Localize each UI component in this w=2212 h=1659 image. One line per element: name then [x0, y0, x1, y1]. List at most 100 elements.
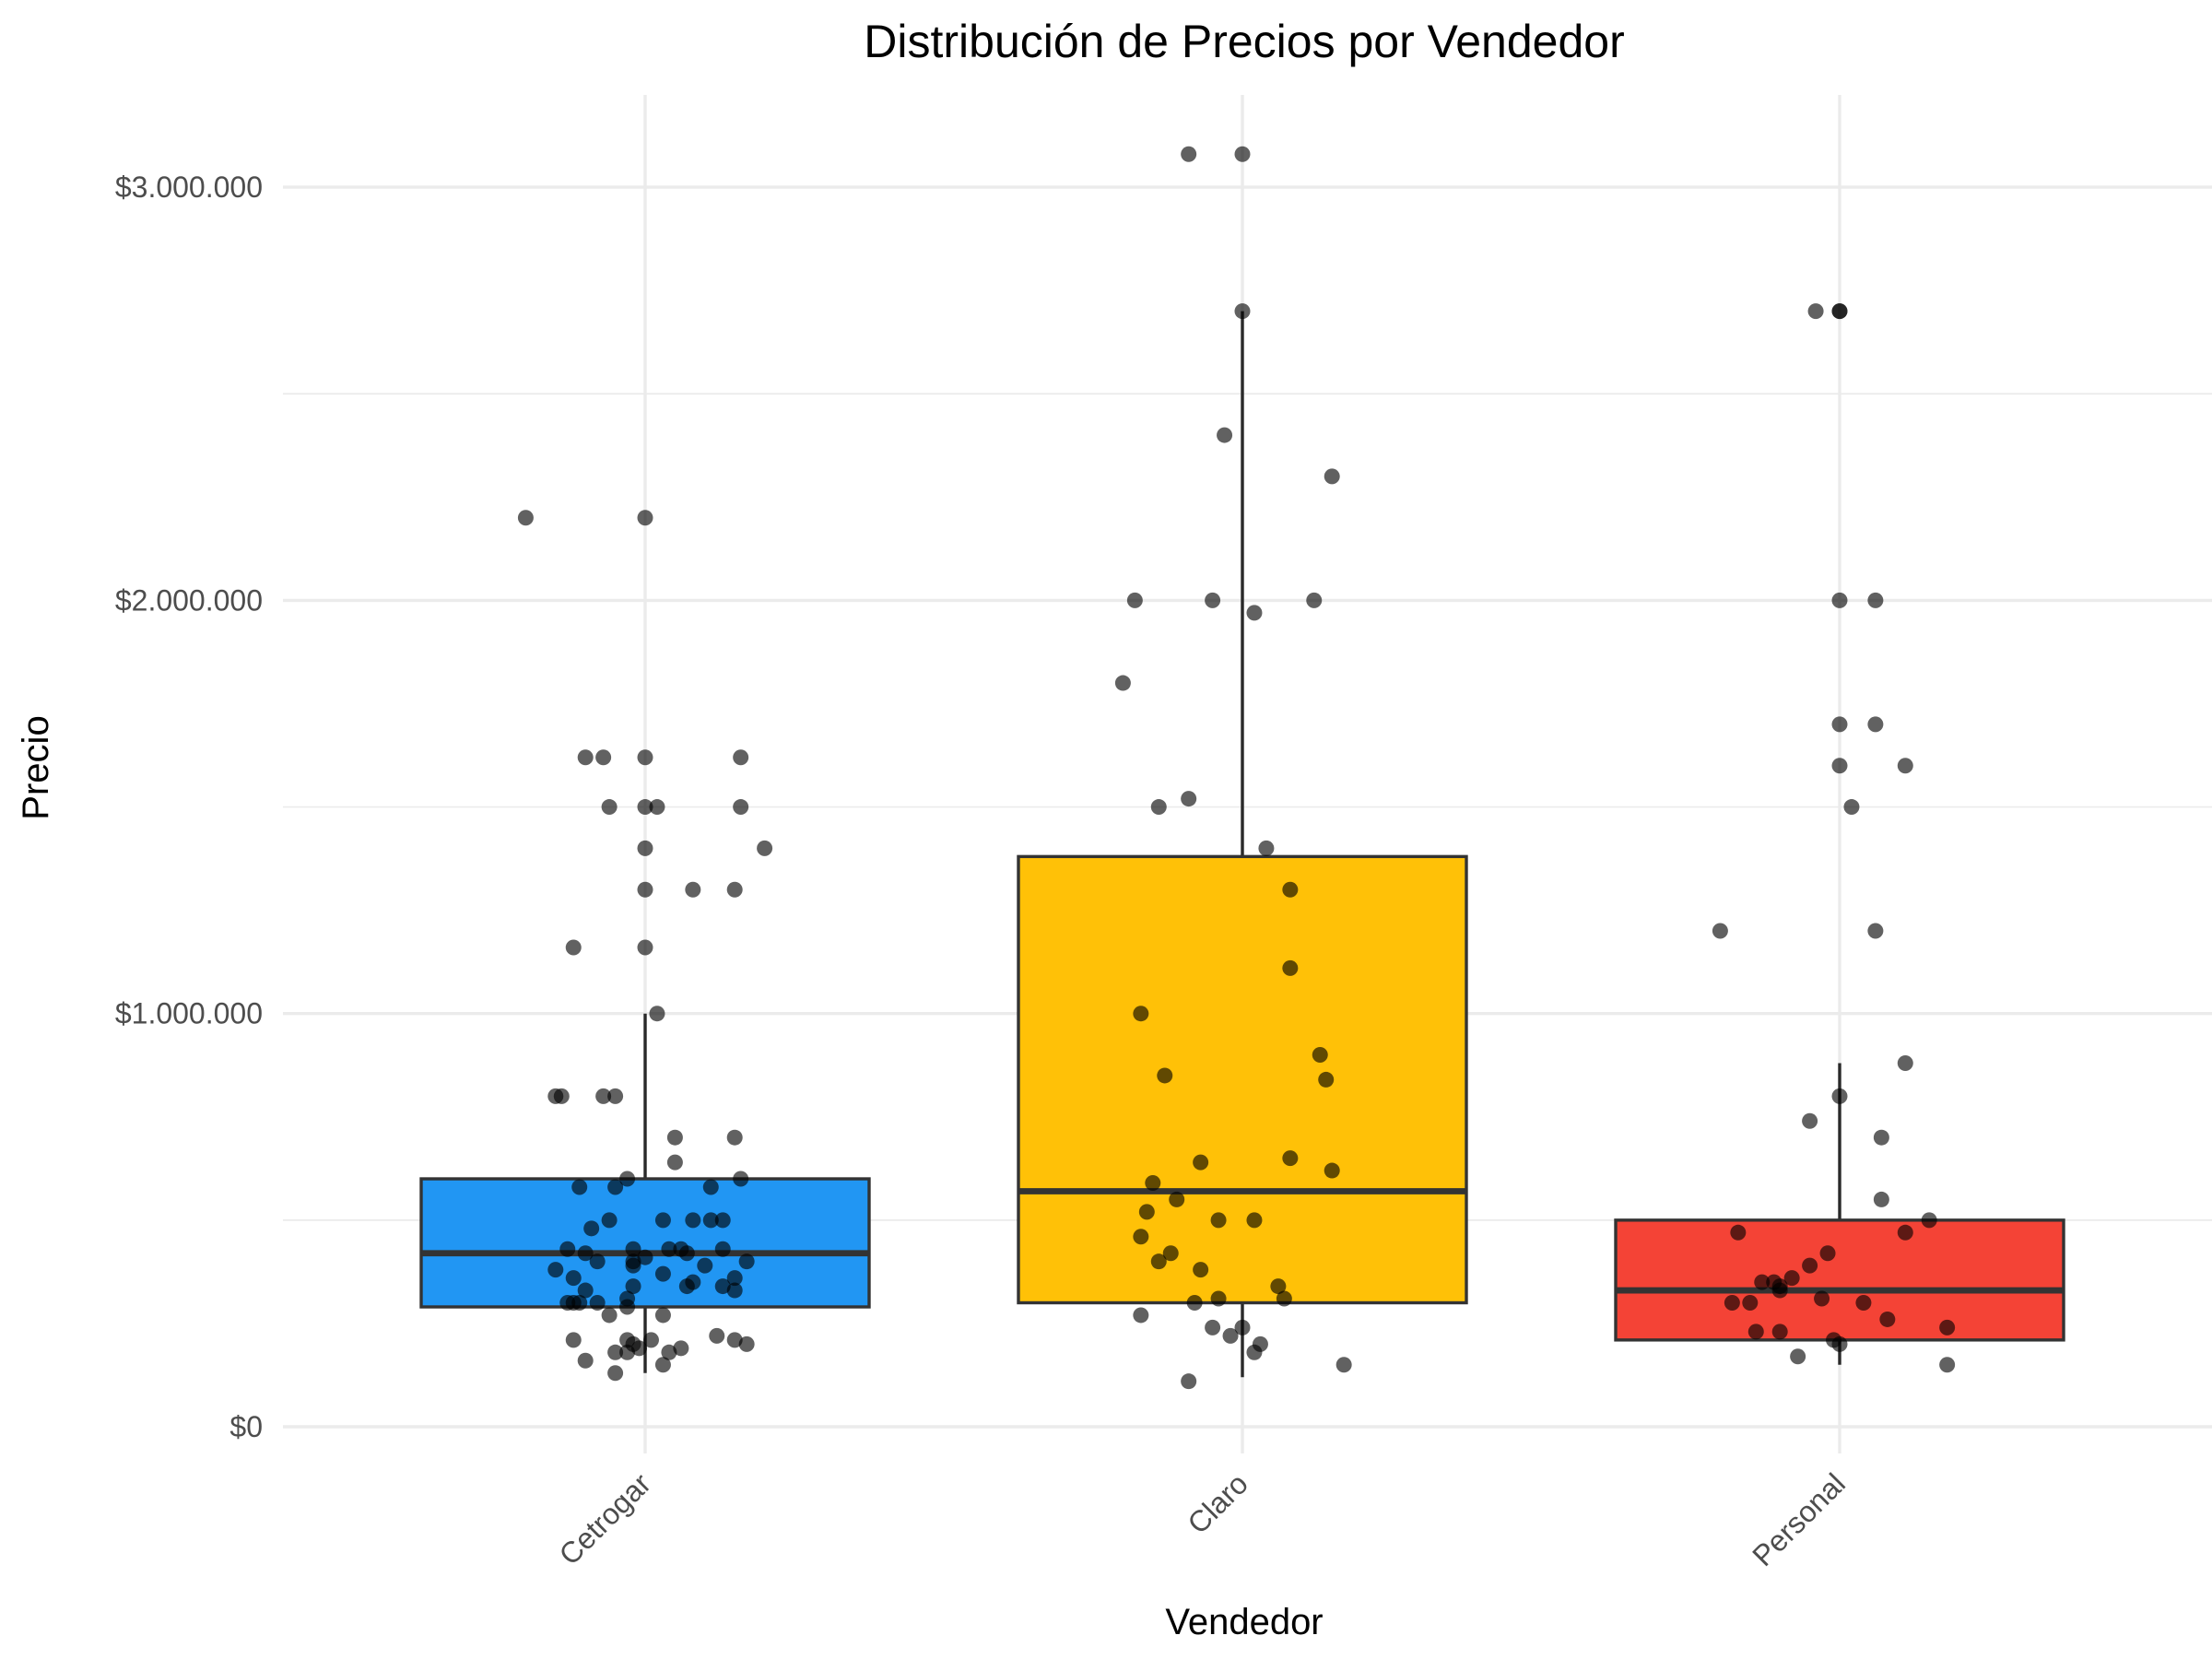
data-point — [1831, 303, 1848, 320]
data-point — [666, 1154, 683, 1171]
data-point — [1855, 1295, 1872, 1312]
points-layer — [517, 146, 1956, 1390]
data-point — [1324, 1162, 1340, 1179]
data-point — [738, 1335, 755, 1352]
data-point — [1921, 1212, 1937, 1229]
data-point — [649, 1006, 665, 1022]
data-point — [1150, 1253, 1167, 1270]
data-point — [601, 1212, 618, 1229]
data-point — [625, 1257, 641, 1274]
data-point — [637, 939, 653, 956]
y-tick-label: $3.000.000 — [115, 171, 263, 204]
data-point — [565, 1270, 582, 1287]
data-point — [601, 1307, 618, 1324]
x-tick-labels: Cetrogar Claro Personal — [552, 1466, 1851, 1572]
points-cetrogar — [517, 510, 773, 1382]
data-point — [1831, 1335, 1848, 1352]
box-body — [1614, 1218, 2065, 1342]
data-point — [1126, 592, 1143, 608]
data-point — [1939, 1357, 1956, 1373]
data-point — [1843, 799, 1860, 816]
data-point — [1193, 1262, 1209, 1278]
data-point — [685, 881, 701, 898]
x-axis-title: Vendedor — [1165, 1602, 1323, 1642]
data-point — [697, 1257, 713, 1274]
data-point — [1181, 791, 1197, 807]
data-point — [1318, 1071, 1335, 1088]
data-point — [1246, 1344, 1263, 1360]
data-point — [577, 1245, 594, 1262]
data-point — [1873, 1129, 1889, 1146]
data-point — [678, 1245, 695, 1262]
data-point — [1790, 1348, 1806, 1365]
data-point — [1133, 1006, 1149, 1022]
data-point — [1306, 592, 1323, 608]
chart-title: Distribución de Precios por Vendedor — [864, 16, 1624, 67]
data-point — [1234, 303, 1251, 320]
box-layer — [419, 311, 2065, 1378]
data-point — [637, 1249, 653, 1265]
data-point — [1282, 959, 1299, 976]
data-point — [1754, 1274, 1771, 1290]
data-point — [517, 510, 534, 526]
data-point — [726, 1270, 743, 1287]
x-tick-label: Cetrogar — [552, 1466, 657, 1571]
data-point — [1133, 1307, 1149, 1324]
data-point — [666, 1129, 683, 1146]
x-tick-label: Claro — [1181, 1466, 1254, 1540]
data-point — [1186, 1295, 1203, 1312]
data-point — [595, 749, 612, 766]
data-point — [1246, 605, 1263, 621]
data-point — [547, 1262, 564, 1278]
y-tick-labels: $0 $1.000.000 $2.000.000 $3.000.000 — [115, 171, 263, 1443]
data-point — [583, 1220, 600, 1237]
box-body — [419, 1177, 871, 1309]
data-point — [1873, 1191, 1889, 1207]
data-point — [1217, 427, 1233, 443]
y-tick-label: $0 — [229, 1410, 263, 1443]
data-point — [1807, 303, 1824, 320]
data-point — [1802, 1257, 1818, 1274]
data-point — [654, 1212, 671, 1229]
data-point — [577, 1282, 594, 1299]
data-point — [601, 799, 618, 816]
data-point — [1771, 1282, 1788, 1299]
data-point — [559, 1241, 576, 1257]
data-point — [637, 510, 653, 526]
data-point — [565, 939, 582, 956]
data-point — [571, 1179, 588, 1195]
data-point — [714, 1241, 731, 1257]
data-point — [733, 799, 749, 816]
data-point — [1145, 1175, 1161, 1192]
data-point — [726, 881, 743, 898]
data-point — [1276, 1290, 1292, 1307]
data-point — [726, 1282, 743, 1299]
data-point — [1819, 1245, 1836, 1262]
data-point — [733, 749, 749, 766]
y-axis-title: Precio — [16, 715, 56, 819]
data-point — [685, 1212, 701, 1229]
data-point — [733, 1171, 749, 1187]
data-point — [1814, 1290, 1830, 1307]
data-point — [1138, 1204, 1155, 1220]
data-point — [1831, 758, 1848, 774]
data-point — [559, 1295, 576, 1312]
data-point — [1205, 592, 1221, 608]
data-point — [589, 1253, 606, 1270]
data-point — [702, 1212, 719, 1229]
data-point — [1150, 799, 1167, 816]
data-point — [637, 881, 653, 898]
data-point — [678, 1278, 695, 1295]
data-point — [607, 1344, 624, 1360]
data-point — [1831, 1088, 1848, 1104]
data-point — [1222, 1327, 1239, 1344]
data-point — [1724, 1295, 1740, 1312]
data-point — [654, 1357, 671, 1373]
data-point — [726, 1129, 743, 1146]
data-point — [1210, 1290, 1227, 1307]
data-point — [607, 1179, 624, 1195]
data-point — [1324, 468, 1340, 485]
data-point — [1831, 716, 1848, 733]
data-point — [726, 1332, 743, 1348]
